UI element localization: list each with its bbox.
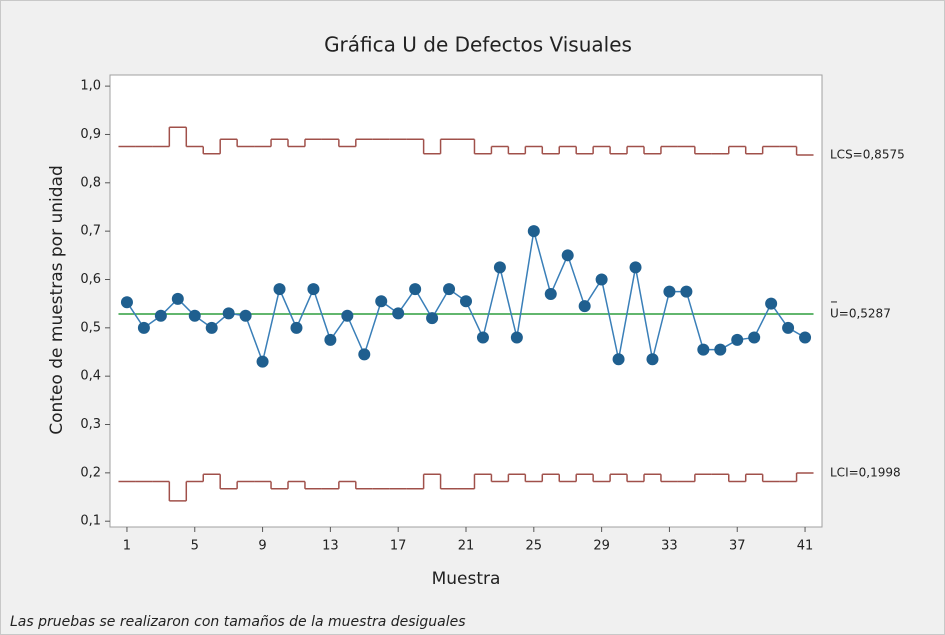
y-tick-label: 0,7 (80, 224, 101, 239)
y-tick-label: 0,2 (80, 465, 101, 480)
y-tick-label: 0,4 (80, 369, 101, 384)
data-point (222, 307, 235, 320)
footnote: Las pruebas se realizaron con tamaños de… (10, 614, 466, 630)
data-point (663, 285, 676, 298)
data-point (239, 309, 252, 322)
y-tick-label: 0,5 (80, 320, 101, 335)
y-axis-label: Conteo de muestras por unidad (47, 165, 67, 434)
data-point (358, 348, 371, 361)
x-tick-label: 41 (797, 539, 814, 554)
x-axis-label: Muestra (432, 569, 501, 589)
y-tick-label: 0,8 (80, 175, 101, 190)
data-point (426, 312, 439, 325)
data-point (799, 331, 812, 344)
x-tick-label: 21 (458, 539, 475, 554)
x-tick-label: 9 (258, 539, 266, 554)
x-tick-label: 25 (526, 539, 543, 554)
data-point (256, 355, 269, 368)
x-tick-label: 37 (729, 539, 746, 554)
data-point (341, 309, 354, 322)
data-point (714, 343, 727, 356)
x-tick-label: 5 (191, 539, 199, 554)
x-tick-label: 29 (593, 539, 610, 554)
lcl-label: LCI=0,1998 (830, 465, 901, 479)
x-tick-label: 1 (123, 539, 131, 554)
data-point (782, 321, 795, 334)
data-point (578, 300, 591, 313)
y-tick-label: 0,9 (80, 127, 101, 142)
data-point (646, 353, 659, 366)
data-point (493, 261, 506, 274)
data-point (527, 225, 540, 238)
data-point (544, 287, 557, 300)
data-point (171, 292, 184, 305)
data-point (460, 295, 472, 308)
data-point (612, 353, 625, 366)
data-point (629, 261, 642, 274)
data-point (748, 331, 761, 344)
x-tick-label: 13 (322, 539, 339, 554)
data-point (510, 331, 523, 344)
ucl-label: LCS=0,8575 (830, 148, 905, 162)
data-point (476, 331, 489, 344)
data-point (765, 297, 778, 310)
data-point (205, 321, 218, 334)
data-point (680, 285, 693, 298)
data-point (409, 283, 422, 296)
data-point (120, 296, 133, 309)
data-point (290, 321, 303, 334)
data-point (137, 321, 150, 334)
y-tick-label: 0,6 (80, 272, 101, 287)
data-point (307, 283, 320, 296)
data-point (324, 333, 337, 346)
data-point (154, 309, 167, 322)
y-tick-label: 0,1 (80, 514, 101, 529)
data-point (697, 343, 710, 356)
center-label: U=0,5287 (830, 306, 891, 320)
data-point (188, 309, 201, 322)
data-point (443, 283, 456, 296)
chart-title: Gráfica U de Defectos Visuales (324, 33, 632, 57)
data-point (561, 249, 574, 262)
x-tick-label: 17 (390, 539, 407, 554)
data-point (392, 307, 405, 320)
data-point (731, 333, 744, 346)
y-tick-label: 1,0 (80, 79, 101, 94)
y-tick-label: 0,3 (80, 417, 101, 432)
data-point (273, 283, 286, 296)
data-point (375, 295, 388, 308)
x-tick-label: 33 (661, 539, 678, 554)
data-point (595, 273, 608, 286)
